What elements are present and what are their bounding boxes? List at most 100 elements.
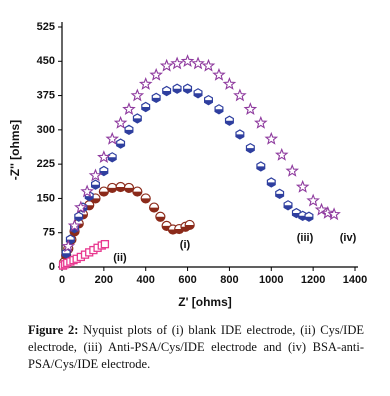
marker-outline	[100, 239, 110, 249]
data-point	[254, 115, 268, 129]
x-tick-label: 200	[95, 274, 113, 286]
data-point	[159, 58, 174, 72]
marker-outline	[327, 207, 341, 221]
data-point	[274, 147, 289, 161]
data-point	[141, 101, 151, 113]
data-point	[222, 77, 237, 90]
data-point	[295, 179, 310, 193]
x-axis-title: Z' [ohms]	[178, 295, 232, 309]
data-point	[80, 184, 94, 198]
marker-outline	[159, 58, 174, 72]
marker-half	[194, 93, 202, 98]
marker-outline	[201, 58, 216, 72]
y-axis-title: -Z'' [ohms]	[8, 120, 22, 180]
marker-half	[204, 100, 213, 105]
data-point	[314, 202, 329, 216]
data-point	[245, 142, 255, 154]
data-point	[266, 177, 276, 188]
marker-outline	[306, 193, 320, 207]
marker-half	[149, 207, 159, 213]
marker-outline	[149, 67, 163, 81]
marker-outline	[138, 77, 153, 90]
data-point	[183, 83, 193, 94]
marker-half	[183, 88, 192, 94]
marker-half	[107, 187, 117, 193]
data-point	[90, 179, 100, 190]
data-point	[306, 193, 320, 207]
marker-half	[74, 216, 83, 222]
chart: Z' [ohms] -Z'' [ohms] 0 200 400 600 800 1000 1…	[8, 21, 367, 309]
y-tick-label: 300	[37, 124, 55, 136]
data-point	[115, 181, 126, 193]
marker-outline	[74, 200, 88, 214]
marker-half	[305, 216, 313, 222]
marker-outline	[97, 150, 111, 164]
data-point	[214, 104, 224, 115]
series-label: (iii)	[297, 232, 314, 244]
data-point	[204, 94, 213, 106]
marker-half	[90, 198, 100, 203]
marker-half	[141, 107, 150, 112]
data-point	[149, 67, 163, 81]
marker-half	[215, 109, 223, 114]
marker-outline	[180, 54, 195, 68]
marker-half	[235, 134, 244, 139]
data-point	[155, 211, 166, 222]
marker-outline	[285, 163, 300, 177]
series-label: (i)	[180, 239, 191, 251]
data-point	[140, 193, 151, 204]
x-tick-label: 600	[178, 274, 196, 286]
data-point	[233, 88, 247, 102]
data-point	[184, 219, 195, 231]
marker-outline	[130, 88, 145, 102]
data-point	[100, 239, 110, 249]
marker-half	[256, 166, 265, 171]
marker-half	[155, 216, 165, 222]
data-point	[67, 218, 82, 232]
marker-half	[173, 88, 182, 94]
data-point	[132, 186, 143, 197]
data-point	[74, 211, 84, 222]
marker-outline	[212, 67, 226, 81]
data-point	[180, 54, 195, 68]
data-point	[212, 67, 226, 81]
marker-outline	[61, 239, 76, 253]
series-label: (ii)	[113, 252, 127, 264]
data-point	[327, 207, 341, 221]
data-point	[107, 182, 118, 194]
data-point	[138, 77, 153, 90]
marker-half	[99, 171, 108, 176]
data-point	[107, 152, 117, 163]
y-tick-label: 75	[43, 227, 55, 239]
marker-outline	[80, 184, 94, 198]
x-tick-label: 400	[137, 274, 155, 286]
data-point	[243, 102, 258, 116]
data-point	[123, 182, 135, 194]
data-point	[113, 115, 128, 129]
marker-outline	[295, 179, 310, 193]
data-point	[172, 83, 182, 94]
data-point	[170, 56, 184, 70]
marker-half	[284, 205, 292, 210]
marker-outline	[191, 56, 205, 70]
data-point	[88, 168, 103, 182]
x-tick-label: 1000	[259, 274, 283, 286]
marker-half	[125, 129, 133, 135]
y-tick-label: 375	[37, 89, 55, 101]
marker-half	[116, 187, 126, 192]
data-point	[74, 200, 88, 214]
data-point	[148, 202, 160, 213]
y-tick-label: 450	[37, 55, 55, 67]
marker-half	[108, 157, 117, 162]
data-point	[97, 150, 111, 164]
x-tick-label: 1400	[343, 274, 367, 286]
data-point	[116, 138, 126, 149]
data-point	[132, 113, 142, 124]
marker-outline	[274, 147, 289, 161]
data-point	[90, 193, 101, 204]
marker-half	[124, 187, 134, 193]
caption-label: Figure 2:	[28, 323, 79, 337]
data-point	[99, 165, 109, 177]
marker-outline	[233, 88, 247, 102]
marker-outline	[88, 168, 103, 182]
